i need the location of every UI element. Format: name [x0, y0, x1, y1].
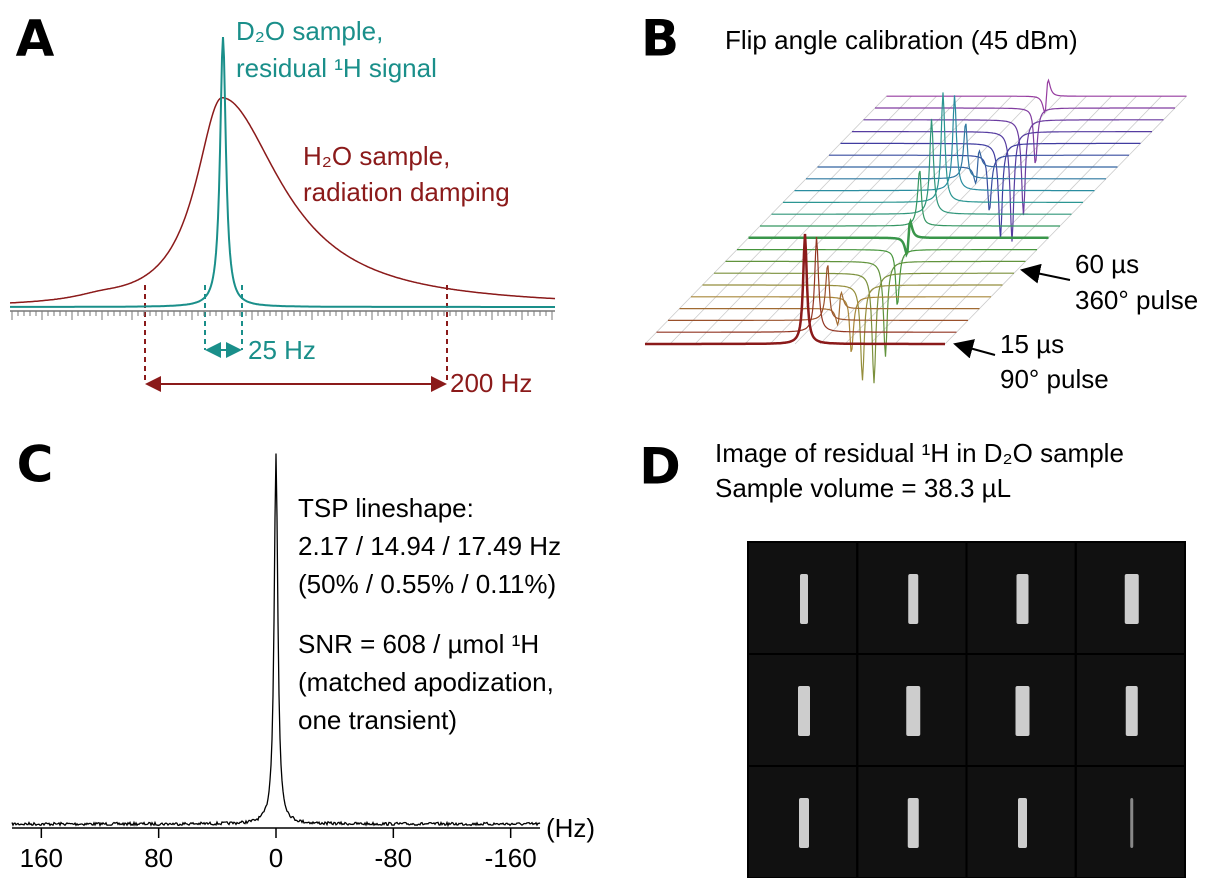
- stacked-trace: [840, 142, 1141, 239]
- pointer-arrow: [953, 339, 996, 359]
- stacked-trace: [771, 118, 1072, 215]
- annotation: D₂O sample,: [236, 16, 383, 46]
- tsp-spectrum: [11, 453, 541, 828]
- stacked-trace: [852, 131, 1152, 242]
- d2o-spectrum: [10, 36, 555, 308]
- panel-d: D Image of residual ¹H in D₂O sample Sam…: [639, 438, 1186, 878]
- sample-signal: [908, 574, 919, 624]
- stacked-trace: [817, 149, 1118, 185]
- note: one transient): [298, 705, 457, 735]
- h2o-spectrum: [10, 97, 556, 304]
- note: SNR = 608 / µmol ¹H: [298, 629, 539, 659]
- image-cell: [1074, 765, 1186, 878]
- stacked-trace: [829, 154, 1129, 211]
- annotation: 200 Hz: [450, 368, 532, 398]
- stacked-trace: [656, 236, 957, 333]
- grid-line: [669, 95, 912, 345]
- panel-label: C: [17, 436, 54, 494]
- grid-line: [844, 95, 1087, 345]
- annotation: H₂O sample,: [303, 141, 450, 171]
- note: TSP lineshape:: [298, 493, 474, 523]
- sample-signal: [798, 686, 810, 736]
- annotation: radiation damping: [303, 177, 510, 207]
- sample-signal: [1130, 798, 1134, 848]
- stacked-trace: [645, 233, 945, 346]
- annotation: 60 µs: [1075, 249, 1139, 279]
- stacked-trace: [863, 119, 1164, 216]
- grid-line: [794, 95, 1037, 345]
- stacked-trace: [737, 249, 1037, 305]
- grid-line: [644, 95, 887, 345]
- caption: Sample volume = 38.3 µL: [715, 473, 1011, 503]
- grid-line: [919, 95, 1162, 345]
- annotation: 90° pulse: [1000, 364, 1109, 394]
- sample-signal: [1125, 686, 1138, 736]
- panel-b: B Flip angle calibration (45 dBm) 60 µs …: [641, 10, 1198, 394]
- stacked-trace: [875, 107, 1175, 164]
- note: (50% / 0.55% / 0.11%): [298, 569, 556, 599]
- sample-signal: [800, 574, 808, 624]
- panel-title: Flip angle calibration (45 dBm): [725, 25, 1078, 55]
- x-tick-label: -160: [485, 843, 537, 873]
- sample-signal: [799, 798, 809, 848]
- pointer-arrow: [1020, 263, 1071, 284]
- sample-signal: [1015, 686, 1030, 736]
- caption: Image of residual ¹H in D₂O sample: [715, 438, 1124, 468]
- stacked-trace: [691, 296, 991, 353]
- grid-line: [894, 95, 1137, 345]
- stacked-trace: [794, 95, 1095, 192]
- stacked-trace: [783, 92, 1083, 203]
- stacked-trace: [668, 265, 968, 321]
- panel-label: B: [641, 10, 679, 68]
- grid-line: [719, 95, 962, 345]
- panel-a: A D₂O sample, residual ¹H signal H₂O sam…: [10, 10, 556, 398]
- annotation: residual ¹H signal: [236, 53, 437, 83]
- annotation: 15 µs: [1000, 329, 1064, 359]
- grid-line: [944, 95, 1187, 345]
- x-tick-label: 160: [20, 843, 63, 873]
- stacked-trace: [714, 272, 1014, 384]
- stacked-trace: [748, 217, 1049, 258]
- x-tick-label: -80: [375, 843, 413, 873]
- note: 2.17 / 14.94 / 17.49 Hz: [298, 531, 561, 561]
- grid-line: [869, 95, 1112, 345]
- stacked-trace: [886, 78, 1187, 115]
- grid-line: [744, 95, 987, 345]
- axis-unit: (Hz): [546, 813, 595, 843]
- x-tick-label: 0: [269, 843, 283, 873]
- sample-signal: [1016, 574, 1029, 624]
- sample-signal: [1018, 798, 1027, 848]
- grid-line: [769, 95, 1012, 345]
- x-tick-label: 80: [144, 843, 173, 873]
- stacked-trace: [725, 260, 1026, 357]
- sample-signal: [907, 798, 919, 848]
- stacked-trace: [702, 284, 1003, 381]
- annotation: 360° pulse: [1075, 285, 1198, 315]
- panel-label: D: [639, 438, 681, 496]
- panel-c: C TSP lineshape: 2.17 / 14.94 / 17.49 Hz…: [11, 436, 595, 873]
- annotation: 25 Hz: [248, 335, 316, 365]
- stacked-trace: [806, 123, 1106, 180]
- panel-label: A: [16, 10, 55, 68]
- note: (matched apodization,: [298, 667, 554, 697]
- sample-signal: [906, 686, 921, 736]
- grid-line: [694, 95, 937, 345]
- sample-signal: [1124, 574, 1139, 624]
- stacked-trace: [679, 290, 980, 327]
